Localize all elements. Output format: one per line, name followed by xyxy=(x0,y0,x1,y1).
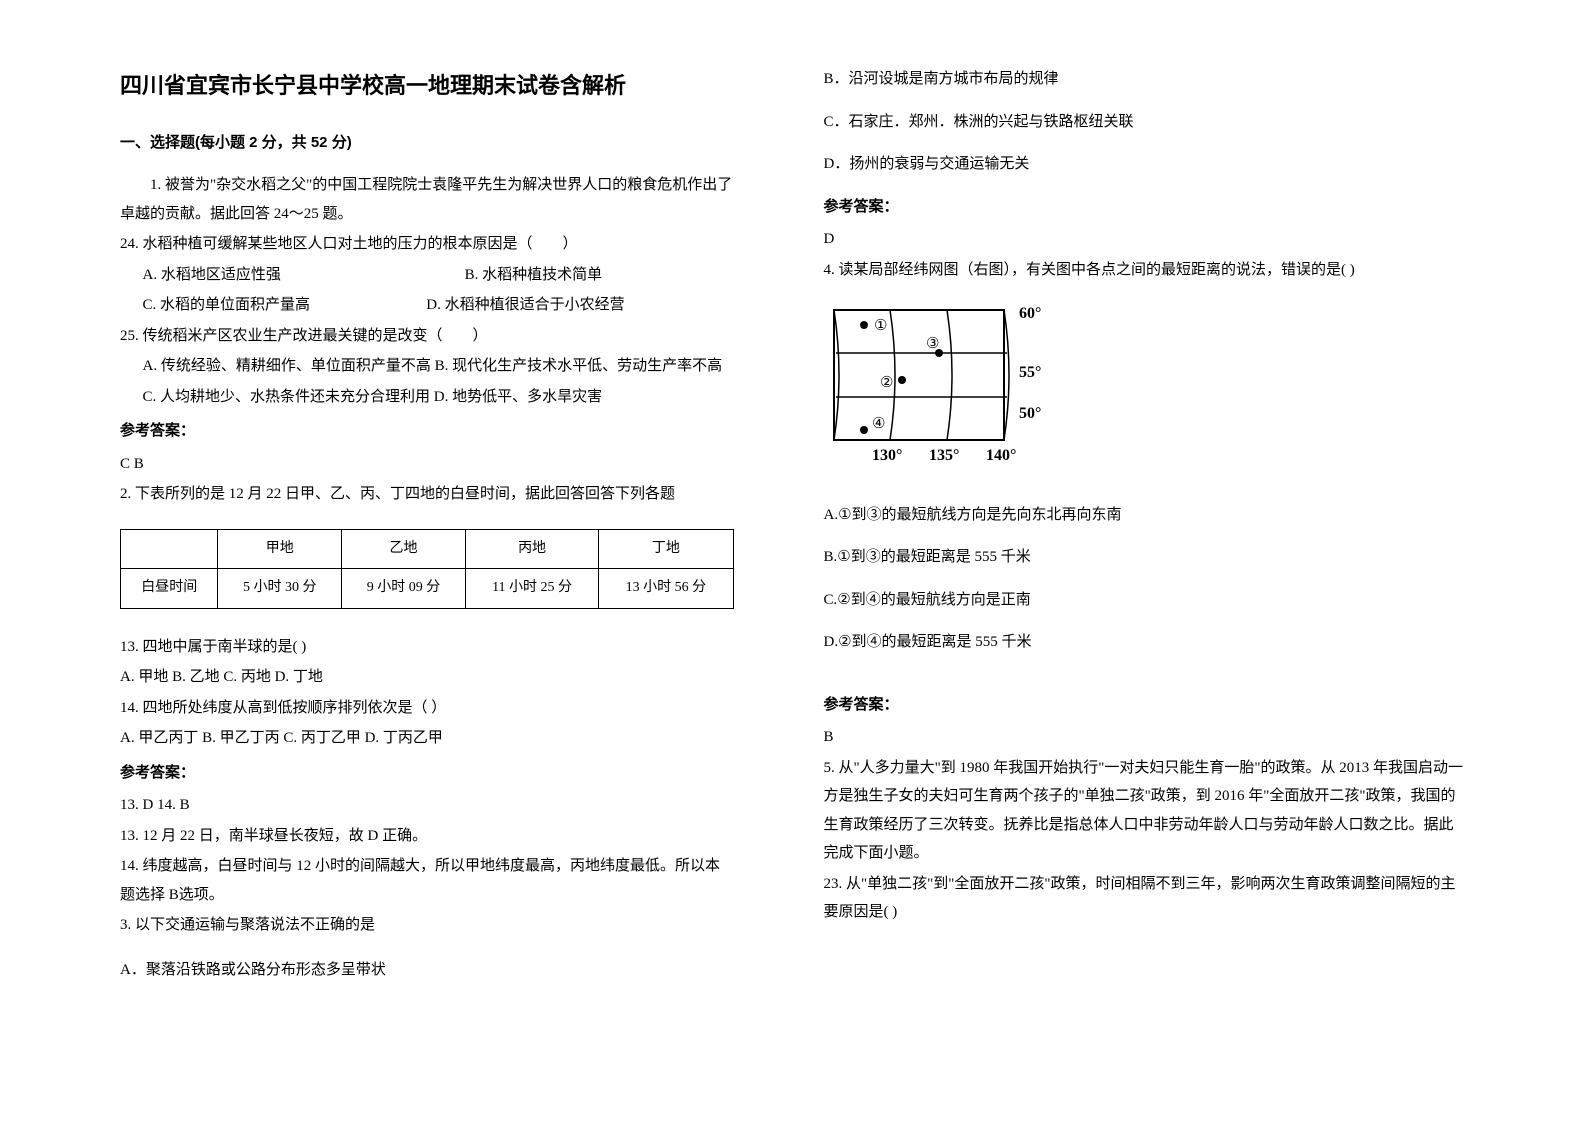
q1-intro: 1. 被誉为"杂交水稻之父"的中国工程院院士袁隆平先生为解决世界人口的粮食危机作… xyxy=(120,171,734,228)
q3-answer: D xyxy=(824,225,1468,254)
q25-text: 25. 传统稻米产区农业生产改进最关键的是改变（ ） xyxy=(120,322,734,351)
q24-options-ab: A. 水稻地区适应性强 B. 水稻种植技术简单 xyxy=(120,261,734,290)
exam-title: 四川省宜宾市长宁县中学校高一地理期末试卷含解析 xyxy=(120,65,734,107)
table-cell xyxy=(121,529,218,569)
q3-option-d: D．扬州的衰弱与交通运输无关 xyxy=(824,150,1468,179)
q3-option-c: C．石家庄．郑州．株洲的兴起与铁路枢纽关联 xyxy=(824,108,1468,137)
option-text: B. 水稻种植技术简单 xyxy=(465,267,603,283)
q2-explain2: 14. 纬度越高，白昼时间与 12 小时的间隔越大，所以甲地纬度最高，丙地纬度最… xyxy=(120,852,734,909)
answer-label: 参考答案： xyxy=(120,759,734,788)
table-cell: 丁地 xyxy=(599,529,733,569)
table-cell: 13 小时 56 分 xyxy=(599,569,733,609)
q4-option-a: A.①到③的最短航线方向是先向东北再向东南 xyxy=(824,501,1468,530)
lat-label: 60° xyxy=(1019,305,1041,322)
q3-intro: 3. 以下交通运输与聚落说法不正确的是 xyxy=(120,911,734,940)
point-2: ② xyxy=(880,375,893,391)
q14-text: 14. 四地所处纬度从高到低按顺序排列依次是（ ） xyxy=(120,694,734,723)
q13-options: A. 甲地 B. 乙地 C. 丙地 D. 丁地 xyxy=(120,663,734,692)
q4-answer: B xyxy=(824,723,1468,752)
q4-intro: 4. 读某局部经纬网图（右图），有关图中各点之间的最短距离的说法，错误的是( ) xyxy=(824,256,1468,285)
table-header-row: 甲地 乙地 丙地 丁地 xyxy=(121,529,734,569)
table-cell: 11 小时 25 分 xyxy=(465,569,598,609)
q3-option-a: A．聚落沿铁路或公路分布形态多呈带状 xyxy=(120,956,734,985)
q2-intro: 2. 下表所列的是 12 月 22 日甲、乙、丙、丁四地的白昼时间，据此回答回答… xyxy=(120,480,734,509)
point-1: ① xyxy=(874,318,887,334)
answer-label: 参考答案： xyxy=(824,193,1468,222)
lon-label: 140° xyxy=(986,447,1016,464)
answer-label: 参考答案： xyxy=(120,417,734,446)
q4-option-b: B.①到③的最短距离是 555 千米 xyxy=(824,543,1468,572)
q25-options-cd: C. 人均耕地少、水热条件还未充分合理利用 D. 地势低平、多水旱灾害 xyxy=(143,383,734,412)
q24-options-cd: C. 水稻的单位面积产量高 D. 水稻种植很适合于小农经营 xyxy=(120,291,734,320)
q13-text: 13. 四地中属于南半球的是( ) xyxy=(120,633,734,662)
section-header: 一、选择题(每小题 2 分，共 52 分) xyxy=(120,129,734,158)
option-text: A. 水稻地区适应性强 xyxy=(143,267,281,283)
q5-intro: 5. 从"人多力量大"到 1980 年我国开始执行"一对夫妇只能生育一胎"的政策… xyxy=(824,754,1468,868)
answer-label: 参考答案： xyxy=(824,691,1468,720)
table-cell: 甲地 xyxy=(218,529,342,569)
latlon-diagram: ① ② ③ ④ 60° 55° 50° 130° 135° 140° xyxy=(824,300,1468,481)
q2-answer: 13. D 14. B xyxy=(120,791,734,820)
option-text: D. 水稻种植很适合于小农经营 xyxy=(426,297,624,313)
point-4: ④ xyxy=(872,416,885,432)
lat-label: 55° xyxy=(1019,364,1041,381)
table-cell: 5 小时 30 分 xyxy=(218,569,342,609)
option-text: C. 水稻的单位面积产量高 xyxy=(143,297,311,313)
q14-options: A. 甲乙丙丁 B. 甲乙丁丙 C. 丙丁乙甲 D. 丁丙乙甲 xyxy=(120,724,734,753)
point-3: ③ xyxy=(926,336,939,352)
q25-options-ab: A. 传统经验、精耕细作、单位面积产量不高 B. 现代化生产技术水平低、劳动生产… xyxy=(143,352,734,381)
q1-answer: C B xyxy=(120,450,734,479)
table-cell: 丙地 xyxy=(465,529,598,569)
q4-option-d: D.②到④的最短距离是 555 千米 xyxy=(824,628,1468,657)
q4-option-c: C.②到④的最短航线方向是正南 xyxy=(824,586,1468,615)
q2-explain1: 13. 12 月 22 日，南半球昼长夜短，故 D 正确。 xyxy=(120,822,734,851)
q3-option-b: B．沿河设城是南方城市布局的规律 xyxy=(824,65,1468,94)
table-row: 白昼时间 5 小时 30 分 9 小时 09 分 11 小时 25 分 13 小… xyxy=(121,569,734,609)
table-cell: 白昼时间 xyxy=(121,569,218,609)
q24-text: 24. 水稻种植可缓解某些地区人口对土地的压力的根本原因是（ ） xyxy=(120,230,734,259)
lon-label: 130° xyxy=(872,447,902,464)
q23-text: 23. 从"单独二孩"到"全面放开二孩"政策，时间相隔不到三年，影响两次生育政策… xyxy=(824,870,1468,927)
table-cell: 乙地 xyxy=(342,529,466,569)
lon-label: 135° xyxy=(929,447,959,464)
table-cell: 9 小时 09 分 xyxy=(342,569,466,609)
lat-label: 50° xyxy=(1019,405,1041,422)
daylight-table: 甲地 乙地 丙地 丁地 白昼时间 5 小时 30 分 9 小时 09 分 11 … xyxy=(120,529,734,609)
